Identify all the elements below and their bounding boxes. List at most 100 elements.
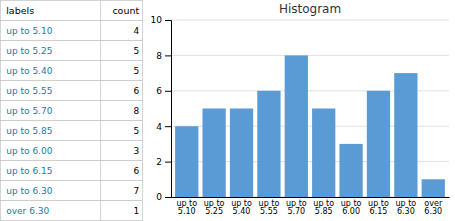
x-tick-label-line: 6.30	[424, 207, 442, 216]
x-tick: up to6.30	[395, 197, 416, 216]
x-tick-label-line: 5.10	[178, 207, 196, 216]
table-divider	[100, 101, 101, 121]
bar	[339, 144, 362, 197]
table-count: 6	[133, 166, 139, 176]
table-divider	[100, 61, 101, 81]
y-tick-label: 8	[156, 51, 162, 61]
y-tick-label: 4	[156, 122, 162, 132]
table-cell-row	[1, 21, 143, 41]
grid-line	[171, 20, 449, 21]
table: labelscountup to 5.104up to 5.255up to 5…	[1, 1, 143, 221]
table-cell-row	[1, 201, 143, 221]
x-tick-label: up to5.25	[204, 199, 225, 217]
x-tick: over6.30	[424, 197, 443, 216]
x-tick-label: up to6.00	[341, 199, 362, 217]
plot: up to5.10up to5.25up to5.40up to5.55up t…	[151, 15, 450, 216]
y-axis-line	[165, 21, 172, 198]
table-cell-row	[1, 161, 143, 181]
table-cell-row	[1, 81, 143, 101]
table-count: 7	[133, 186, 139, 196]
y-tick: 6	[156, 86, 171, 96]
y-tick-line	[165, 197, 171, 198]
x-tick-label: over6.30	[424, 199, 443, 217]
x-tick: up to5.40	[231, 197, 252, 216]
table-label: up to 5.25	[6, 46, 52, 56]
table-divider	[100, 201, 101, 221]
x-tick-label-line: 5.70	[287, 207, 305, 216]
x-tick-label-line: 6.00	[342, 207, 360, 216]
x-tick-label-line: over	[424, 199, 443, 208]
table-label: up to 6.30	[6, 186, 52, 196]
x-tick-label: up to5.85	[313, 199, 334, 217]
x-tick-label: up to5.70	[286, 199, 307, 217]
x-tick-label: up to5.55	[259, 199, 280, 217]
table-cell-row	[1, 1, 143, 21]
y-tick: 4	[156, 122, 171, 132]
table-label: up to 5.85	[6, 126, 52, 136]
bar	[257, 91, 280, 197]
bar	[367, 91, 390, 197]
y-tick: 0	[156, 192, 171, 202]
y-tick-label: 0	[156, 192, 162, 202]
x-tick-label-line: 5.40	[233, 207, 251, 216]
y-tick: 2	[156, 157, 171, 167]
table-cell-row	[1, 121, 143, 141]
table-divider	[100, 141, 101, 161]
bar	[285, 55, 308, 197]
x-tick-label-line: up to	[231, 199, 252, 208]
table-label: up to 6.15	[6, 166, 52, 176]
x-tick-label: up to5.10	[176, 199, 197, 217]
x-tick-label-line: up to	[368, 199, 389, 208]
x-tick-label: up to6.30	[395, 199, 416, 217]
chart-svg: labelscountup to 5.104up to 5.255up to 5…	[0, 0, 455, 221]
x-tick-label-line: up to	[204, 199, 225, 208]
table-label: up to 6.00	[6, 146, 52, 156]
table-count: 5	[133, 66, 139, 76]
table-label: up to 5.55	[6, 86, 52, 96]
table-cell-row	[1, 141, 143, 161]
x-tick: up to5.85	[313, 197, 334, 216]
table-count: 6	[133, 86, 139, 96]
grid-line	[171, 55, 449, 56]
x-tick-label-line: up to	[341, 199, 362, 208]
bar	[394, 73, 417, 197]
table-divider	[100, 181, 101, 201]
table-divider	[100, 41, 101, 61]
x-tick: up to5.10	[176, 197, 197, 216]
x-tick-label-line: 6.15	[370, 207, 388, 216]
x-tick: up to5.55	[259, 197, 280, 216]
table-cell-row	[1, 101, 143, 121]
y-tick-line	[165, 55, 171, 56]
bar	[312, 109, 335, 198]
table-label: over 6.30	[6, 206, 49, 216]
y-tick-line	[165, 162, 171, 163]
table-label: up to 5.40	[6, 66, 52, 76]
x-tick-label-line: up to	[259, 199, 280, 208]
table-divider	[100, 161, 101, 181]
table-count: 5	[133, 126, 139, 136]
y-tick-label: 10	[151, 15, 163, 25]
bar	[175, 126, 198, 197]
y-axis: 0 2 4 6 8 10	[151, 15, 172, 202]
x-tick-label-line: up to	[176, 199, 197, 208]
bar	[422, 179, 445, 197]
x-tick-label-line: up to	[286, 199, 307, 208]
x-tick-label: up to6.15	[368, 199, 389, 217]
x-tick-label-line: 5.85	[315, 207, 333, 216]
y-tick-label: 2	[156, 157, 162, 167]
y-tick: 8	[156, 51, 171, 61]
table-cell-row	[1, 181, 143, 201]
x-tick: up to6.00	[341, 197, 362, 216]
table-count: 3	[133, 146, 139, 156]
x-tick-label: up to5.40	[231, 199, 252, 217]
x-tick-label-line: 5.55	[260, 207, 278, 216]
y-tick: 10	[151, 15, 171, 25]
table-cell-row	[1, 41, 143, 61]
y-tick-line	[165, 126, 171, 127]
table-label: up to 5.10	[6, 26, 52, 36]
table-divider	[100, 1, 101, 21]
bars	[175, 55, 445, 197]
x-tick: up to5.70	[286, 197, 307, 216]
grid	[171, 20, 449, 197]
table-count: 8	[133, 106, 139, 116]
